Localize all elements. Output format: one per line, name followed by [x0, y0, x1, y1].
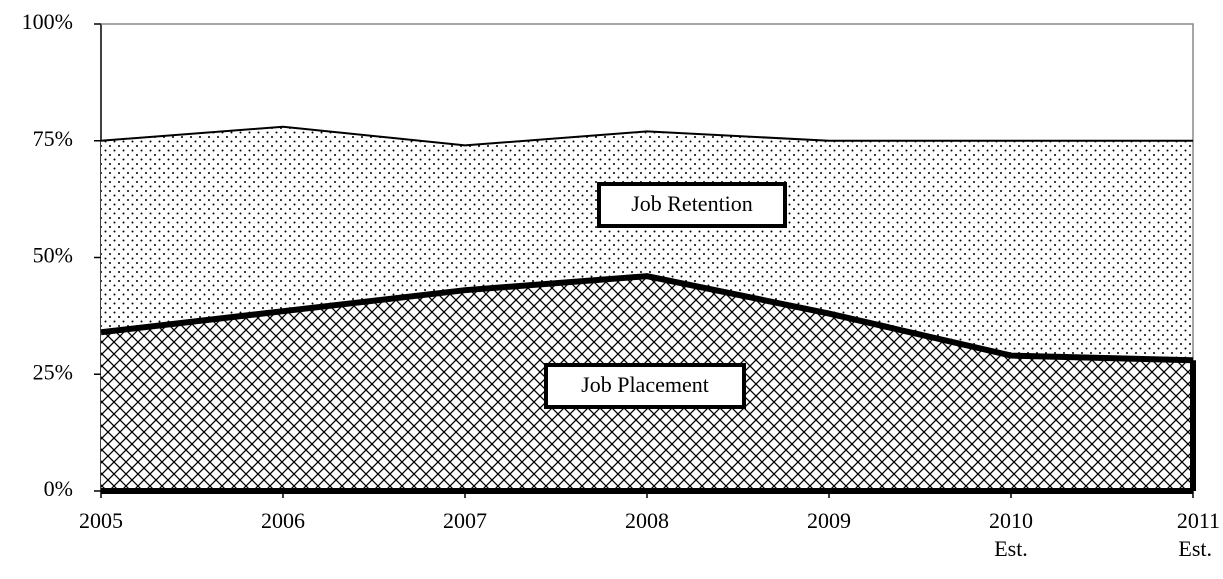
- x-tick-note: Est.: [994, 536, 1028, 561]
- y-tick-label: 100%: [22, 9, 73, 34]
- series-label: Job Placement: [581, 372, 709, 397]
- plot-border: [101, 23, 1194, 491]
- x-tick-label: 2005: [79, 508, 123, 533]
- x-tick-label: 2006: [261, 508, 305, 533]
- area-line: [100, 273, 1194, 364]
- x-tick-label: 2011: [1177, 508, 1220, 533]
- area: [101, 126, 1193, 361]
- x-tick-label: 2008: [625, 508, 669, 533]
- y-tick-label: 75%: [33, 126, 73, 151]
- y-tick-label: 25%: [33, 359, 73, 384]
- area-line: [100, 125, 1193, 147]
- y-tick-label: 50%: [33, 243, 73, 268]
- series-label: Job Retention: [631, 191, 753, 216]
- x-tick-label: 2010: [989, 508, 1033, 533]
- series-label-box: [597, 182, 787, 228]
- x-tick-note: Est.: [1178, 536, 1212, 561]
- series-label-box: [544, 363, 746, 409]
- y-tick-label: 0%: [44, 476, 73, 501]
- x-tick-label: 2009: [807, 508, 851, 533]
- x-tick-label: 2007: [443, 508, 487, 533]
